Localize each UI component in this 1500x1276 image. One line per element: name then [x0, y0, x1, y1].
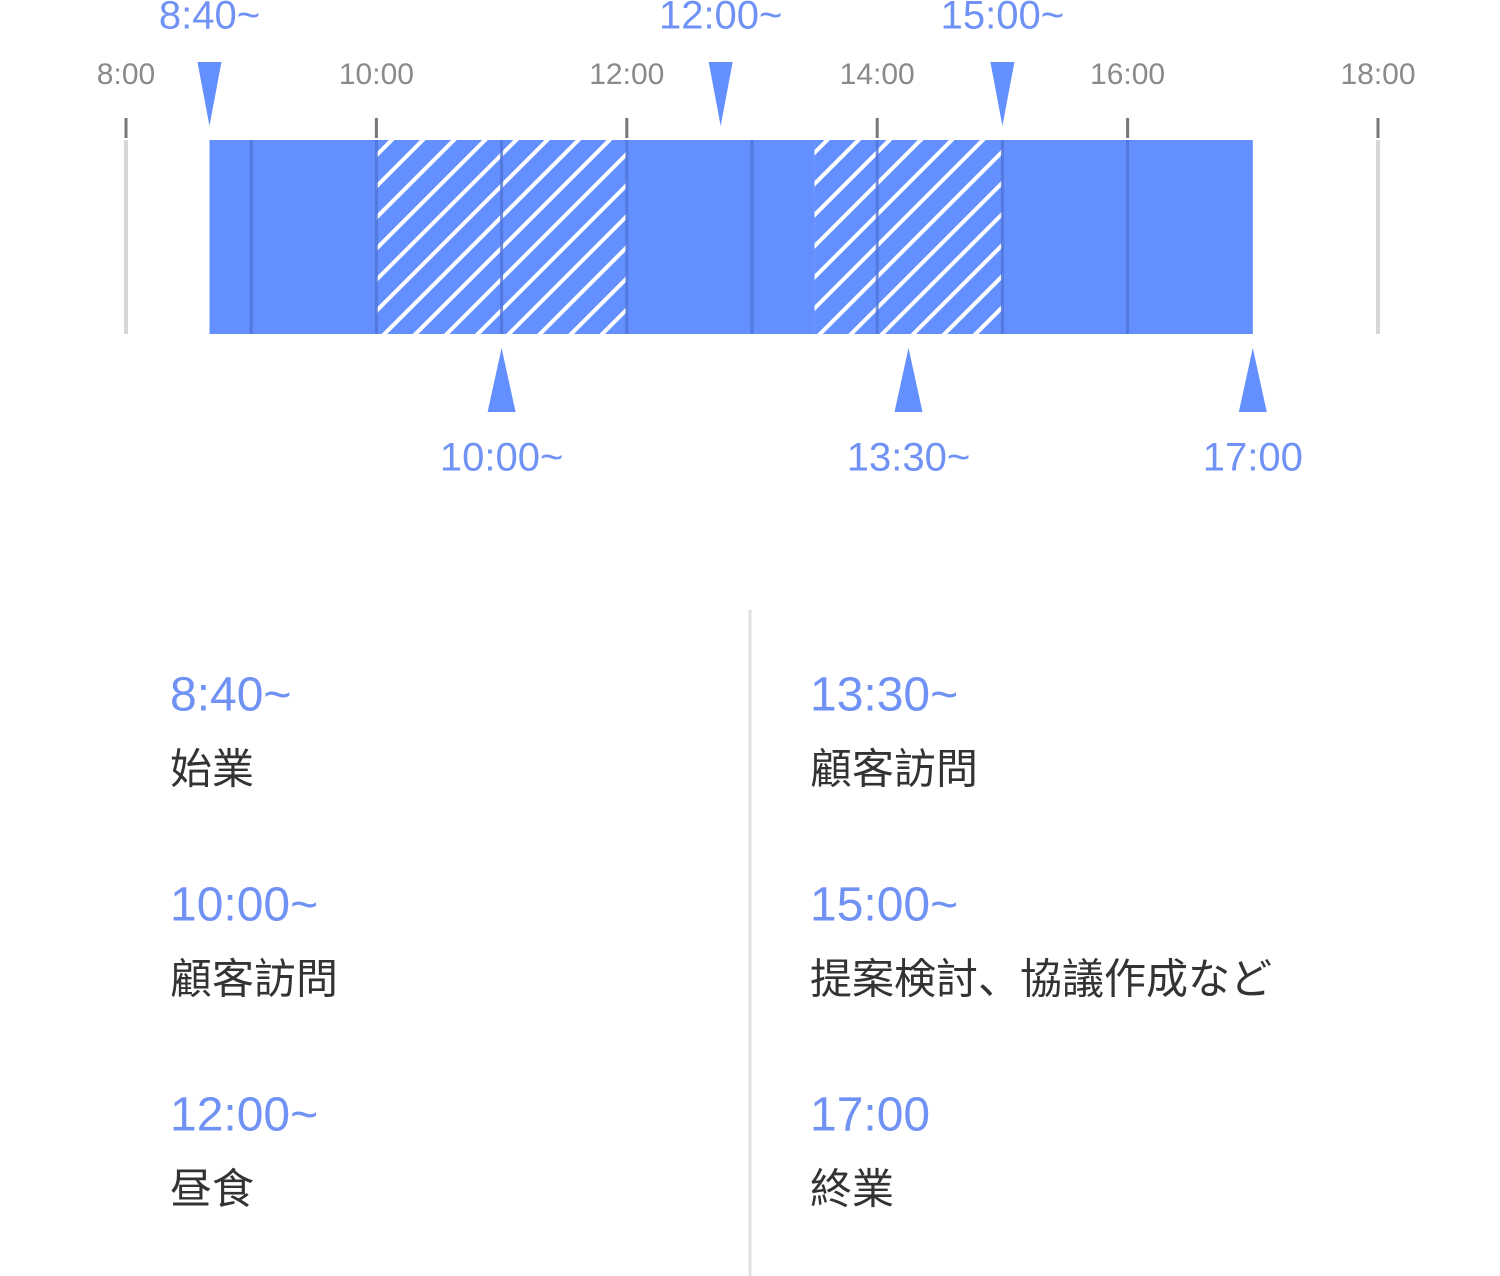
marker-label: 10:00~: [440, 436, 563, 480]
timeline-segment: [626, 140, 815, 334]
timeline-segment: [814, 140, 1003, 334]
marker-label: 17:00: [1203, 436, 1303, 480]
marker-label: 13:30~: [847, 436, 970, 480]
schedule-task: 顧客訪問: [170, 955, 338, 1004]
timeline-segment: [209, 140, 377, 334]
tick-label: 10:00: [339, 58, 414, 91]
marker: [1238, 348, 1267, 412]
schedule-task: 昼食: [170, 1165, 254, 1214]
marker-label: 12:00~: [659, 0, 782, 38]
marker-label: 8:40~: [159, 0, 260, 38]
schedule-task: 提案検討、協議作成など: [810, 955, 1272, 1004]
marker-label: 15:00~: [941, 0, 1064, 38]
schedule-time: 13:30~: [810, 669, 958, 722]
tick-label: 18:00: [1340, 58, 1415, 91]
tick-label: 12:00: [589, 58, 664, 91]
schedule-time: 12:00~: [170, 1089, 318, 1142]
schedule-task: 始業: [170, 745, 254, 794]
schedule-time: 17:00: [810, 1089, 930, 1142]
marker: [708, 62, 733, 126]
marker: [990, 62, 1015, 126]
marker: [894, 348, 923, 412]
marker: [197, 62, 222, 126]
tick-label: 16:00: [1090, 58, 1165, 91]
schedule-task: 終業: [810, 1165, 894, 1214]
schedule-task: 顧客訪問: [810, 745, 978, 794]
tick-label: 8:00: [97, 58, 155, 91]
marker: [487, 348, 516, 412]
schedule-time: 10:00~: [170, 879, 318, 932]
schedule-time: 8:40~: [170, 669, 291, 722]
schedule-time: 15:00~: [810, 879, 958, 932]
tick-label: 14:00: [840, 58, 915, 91]
